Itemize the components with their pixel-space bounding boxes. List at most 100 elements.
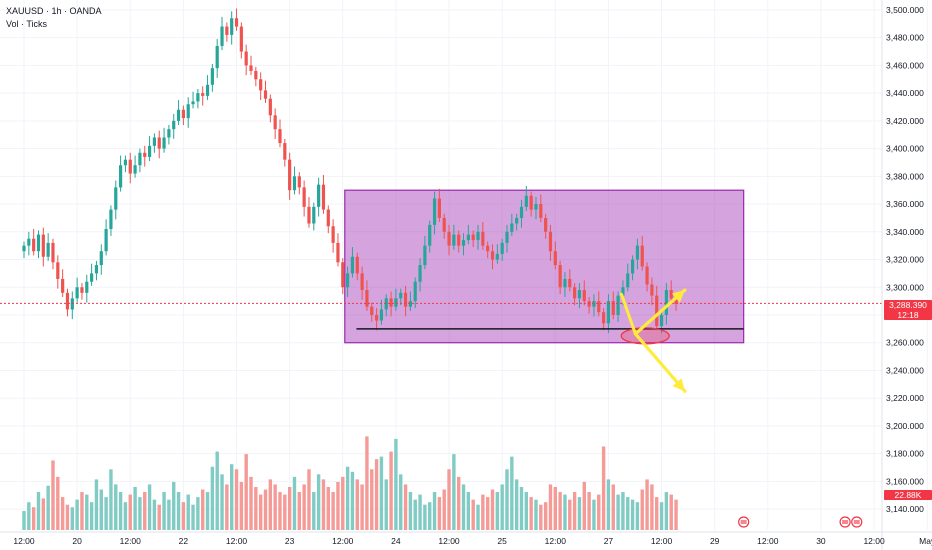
- flag-stripes: [842, 520, 849, 524]
- volume-bar: [215, 451, 219, 530]
- time-tick-label: 22: [179, 536, 189, 546]
- volume-bar: [123, 502, 128, 530]
- candle-body: [544, 217, 548, 232]
- volume-bar: [104, 497, 108, 530]
- candle-body: [573, 287, 577, 299]
- volume-bar: [273, 484, 277, 530]
- volume-bar: [152, 499, 157, 530]
- volume-bar: [360, 484, 364, 530]
- candle-body: [655, 295, 659, 327]
- volume-badge: 22.88K: [884, 490, 932, 500]
- volume-bar: [56, 476, 60, 530]
- arrow-down: [633, 332, 687, 393]
- volume-bar: [370, 469, 374, 530]
- candle-body: [630, 259, 635, 274]
- volume-bar: [254, 486, 258, 530]
- volume-bar: [539, 504, 543, 530]
- volume-bar: [70, 507, 74, 530]
- volume-bar: [181, 502, 186, 530]
- candle-body: [384, 298, 388, 310]
- candle-body: [109, 209, 113, 230]
- volume-bar: [172, 481, 176, 530]
- price-tick-label: 3,460.000: [886, 60, 924, 70]
- candle-body: [568, 278, 572, 288]
- candle-body: [230, 18, 234, 35]
- volume-bar: [601, 446, 606, 530]
- candle-body: [196, 93, 200, 102]
- candle-body: [374, 315, 379, 321]
- volume-bar: [606, 479, 611, 530]
- volume-bar: [147, 484, 152, 530]
- volume-bar: [46, 485, 50, 530]
- volume-bar: [664, 492, 669, 530]
- candle-body: [495, 253, 499, 260]
- candle-body: [452, 234, 456, 246]
- volume-bar: [109, 469, 113, 530]
- candle-body: [22, 245, 26, 252]
- chart-legend[interactable]: XAUUSD · 1h · OANDA Vol · Ticks: [6, 5, 102, 31]
- time-tick-label: May: [919, 536, 932, 546]
- volume-bar: [418, 494, 422, 530]
- candle-body: [147, 145, 152, 157]
- volume-bar: [22, 511, 26, 530]
- volume-bar: [635, 502, 640, 530]
- candle-body: [423, 245, 427, 266]
- candle-body: [553, 251, 557, 266]
- volume-bar: [133, 486, 137, 530]
- volume-bar: [592, 499, 596, 530]
- candle-body: [288, 159, 292, 191]
- volume-bar: [640, 489, 644, 530]
- volume-bar: [442, 489, 446, 530]
- range-box-layer: [344, 189, 745, 344]
- volume-bar: [65, 504, 70, 530]
- time-axis[interactable]: 12:00 20 12:00 22 12:00 23 12:00 24 12:00 25 12:00…: [0, 531, 932, 546]
- candle-body: [292, 176, 297, 191]
- volume-bar: [41, 498, 46, 530]
- volume-bar: [341, 476, 345, 530]
- price-tick-label: 3,440.000: [886, 88, 924, 98]
- volume-bar: [162, 492, 166, 530]
- symbol-title[interactable]: XAUUSD · 1h · OANDA: [6, 6, 102, 16]
- range-rectangle: [344, 189, 745, 344]
- candle-body: [365, 290, 369, 307]
- volume-bar: [374, 459, 379, 530]
- volume-bars: [22, 436, 678, 530]
- price-tick-label: 3,480.000: [886, 33, 924, 43]
- grid-lines: [0, 0, 928, 530]
- volume-bar: [457, 476, 461, 530]
- volume-bar: [558, 492, 562, 530]
- volume-bar: [481, 494, 485, 530]
- candle-body: [346, 273, 350, 288]
- candle-body: [312, 206, 316, 224]
- time-tick-label: 12:00: [863, 536, 885, 546]
- candles: [22, 8, 678, 334]
- volume-bar: [389, 451, 393, 530]
- volume-bar: [577, 497, 582, 530]
- candle-body: [640, 245, 644, 267]
- volume-title[interactable]: Vol · Ticks: [6, 19, 48, 29]
- volume-bar: [495, 492, 500, 530]
- volume-bar: [75, 499, 79, 530]
- candle-body: [626, 273, 630, 288]
- volume-bar: [176, 492, 181, 530]
- candle-body: [157, 137, 161, 149]
- candle-body: [621, 287, 625, 296]
- candle-body: [471, 234, 475, 241]
- price-axis[interactable]: 3,140.000 3,160.000 3,180.000 3,200.000 3,22…: [881, 0, 924, 550]
- volume-bar: [587, 492, 591, 530]
- price-tick-label: 3,140.000: [886, 504, 924, 514]
- volume-bar: [196, 497, 200, 530]
- volume-bar: [548, 484, 553, 530]
- volume-bar: [510, 456, 514, 530]
- candle-body: [331, 226, 335, 243]
- candle-body: [123, 159, 128, 166]
- current-price-value: 3,288.390: [889, 300, 927, 310]
- volume-bar: [283, 494, 287, 530]
- candle-body: [534, 204, 538, 210]
- volume-bar: [268, 479, 273, 530]
- volume-bar: [572, 492, 577, 530]
- volume-bar: [312, 492, 316, 530]
- candle-body: [90, 273, 94, 282]
- candle-body: [220, 26, 224, 46]
